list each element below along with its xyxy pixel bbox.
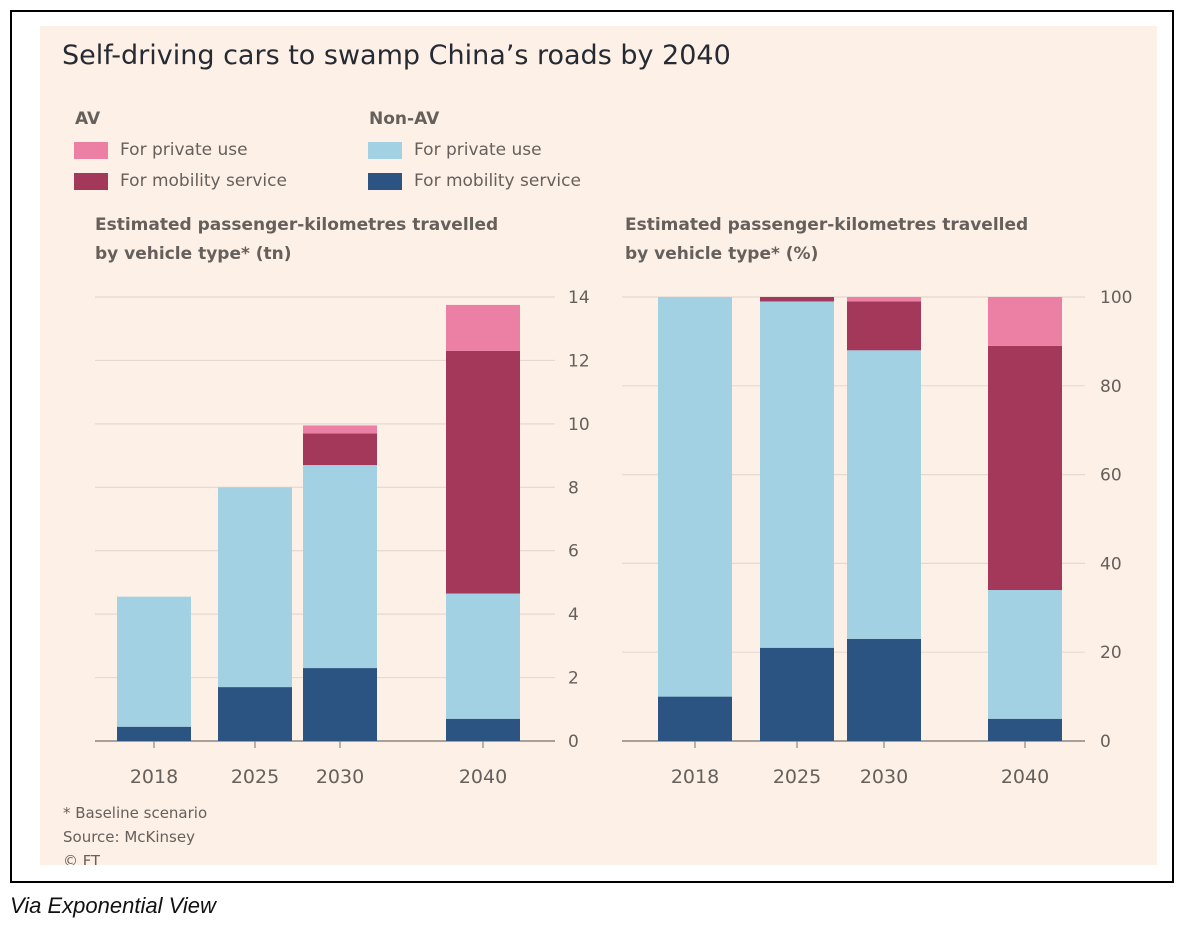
y-tick-label: 100 bbox=[1100, 288, 1132, 308]
x-tick-label: 2018 bbox=[671, 766, 719, 788]
x-tick-label: 2040 bbox=[1001, 766, 1049, 788]
legend-label: For mobility service bbox=[120, 171, 287, 191]
bar-segment bbox=[760, 301, 834, 648]
y-tick-label: 12 bbox=[568, 351, 590, 371]
legend-nonav-private: For private use bbox=[368, 140, 542, 160]
y-tick-label: 0 bbox=[568, 732, 579, 752]
source: Source: McKinsey bbox=[63, 828, 195, 846]
bar-segment bbox=[303, 425, 377, 434]
bar-segment bbox=[117, 726, 191, 741]
bar-segment bbox=[847, 638, 921, 741]
x-tick-label: 2018 bbox=[130, 766, 178, 788]
bar-segment bbox=[847, 350, 921, 639]
y-tick-label: 4 bbox=[568, 605, 579, 625]
bar-segment bbox=[303, 433, 377, 466]
bar-segment bbox=[760, 647, 834, 741]
legend-label: For private use bbox=[414, 140, 542, 160]
caption: Via Exponential View bbox=[10, 893, 216, 918]
bar-segment bbox=[988, 345, 1062, 591]
x-tick-label: 2025 bbox=[231, 766, 279, 788]
bar-segment bbox=[446, 350, 520, 594]
legend-heading-av: AV bbox=[75, 109, 101, 129]
bar-segment bbox=[446, 304, 520, 351]
bar-segment bbox=[218, 687, 292, 741]
legend-heading-non-av: Non-AV bbox=[369, 109, 440, 129]
y-tick-label: 40 bbox=[1100, 554, 1122, 574]
footnote: * Baseline scenario bbox=[63, 804, 208, 822]
figure-frame bbox=[10, 10, 1174, 883]
subtitle-line: by vehicle type* (tn) bbox=[95, 244, 292, 264]
y-tick-label: 6 bbox=[568, 542, 579, 562]
legend-swatch bbox=[368, 172, 402, 190]
subtitle-line: Estimated passenger-kilometres travelled bbox=[95, 215, 499, 235]
left-chart-subtitle: Estimated passenger-kilometres travelled… bbox=[95, 211, 498, 269]
bar-segment bbox=[446, 718, 520, 741]
bar-segment bbox=[847, 301, 921, 351]
bar-segment bbox=[847, 297, 921, 302]
bar-segment bbox=[218, 487, 292, 688]
bar-segment bbox=[446, 593, 520, 719]
legend-swatch bbox=[368, 141, 402, 159]
legend-av-private: For private use bbox=[74, 140, 248, 160]
bar-segment bbox=[117, 596, 191, 727]
y-tick-label: 10 bbox=[568, 415, 590, 435]
right-chart-subtitle: Estimated passenger-kilometres travelled… bbox=[625, 211, 1028, 269]
legend-av-mobility: For mobility service bbox=[74, 171, 287, 191]
legend-swatch bbox=[74, 141, 108, 159]
y-tick-label: 0 bbox=[1100, 732, 1111, 752]
legend-label: For mobility service bbox=[414, 171, 581, 191]
y-tick-label: 80 bbox=[1100, 377, 1122, 397]
x-tick-label: 2030 bbox=[860, 766, 908, 788]
x-tick-label: 2030 bbox=[316, 766, 364, 788]
y-tick-label: 14 bbox=[568, 288, 590, 308]
bar-segment bbox=[988, 718, 1062, 741]
legend-label: For private use bbox=[120, 140, 248, 160]
copyright: © FT bbox=[63, 852, 101, 865]
bar-segment bbox=[658, 297, 732, 697]
bar-segment bbox=[988, 297, 1062, 346]
x-tick-label: 2040 bbox=[459, 766, 507, 788]
bar-segment bbox=[760, 297, 834, 302]
y-tick-label: 20 bbox=[1100, 643, 1122, 663]
chart-title: Self-driving cars to swamp China’s roads… bbox=[62, 40, 731, 71]
subtitle-line: by vehicle type* (%) bbox=[625, 244, 819, 264]
y-tick-label: 2 bbox=[568, 669, 579, 689]
y-tick-label: 60 bbox=[1100, 466, 1122, 486]
bar-segment bbox=[303, 668, 377, 741]
bar-segment bbox=[658, 696, 732, 741]
x-tick-label: 2025 bbox=[773, 766, 821, 788]
bar-segment bbox=[988, 590, 1062, 719]
legend-nonav-mobility: For mobility service bbox=[368, 171, 581, 191]
y-tick-label: 8 bbox=[568, 478, 579, 498]
bar-segment bbox=[303, 465, 377, 669]
legend-swatch bbox=[74, 172, 108, 190]
subtitle-line: Estimated passenger-kilometres travelled bbox=[625, 215, 1029, 235]
